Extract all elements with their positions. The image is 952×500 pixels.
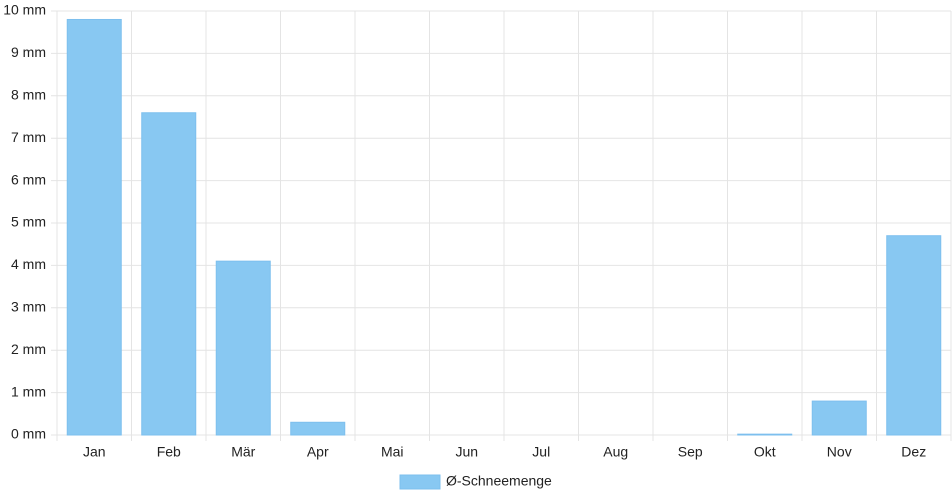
x-tick-label: Mai <box>381 444 404 460</box>
x-tick-label: Okt <box>754 444 776 460</box>
x-tick-label: Feb <box>157 444 181 460</box>
x-tick-label: Aug <box>603 444 628 460</box>
y-tick-label: 3 mm <box>11 299 46 315</box>
y-tick-label: 1 mm <box>11 383 46 399</box>
x-tick-label: Jun <box>455 444 478 460</box>
x-tick-label: Mär <box>231 444 255 460</box>
x-tick-label: Jul <box>532 444 550 460</box>
bar <box>66 18 122 436</box>
bar <box>811 400 867 436</box>
x-tick-label: Sep <box>678 444 703 460</box>
x-tick-label: Apr <box>307 444 329 460</box>
y-tick-label: 2 mm <box>11 341 46 357</box>
y-tick-label: 6 mm <box>11 171 46 187</box>
bar <box>886 235 942 436</box>
bar <box>290 421 346 436</box>
y-tick-label: 0 mm <box>11 426 46 442</box>
y-tick-label: 8 mm <box>11 87 46 103</box>
x-tick-label: Jan <box>83 444 106 460</box>
legend-label[interactable]: Ø-Schneemenge <box>446 473 552 489</box>
y-tick-label: 10 mm <box>3 2 46 18</box>
bar <box>215 260 271 436</box>
x-tick-label: Nov <box>827 444 852 460</box>
y-tick-label: 5 mm <box>11 214 46 230</box>
y-tick-label: 4 mm <box>11 256 46 272</box>
y-tick-label: 9 mm <box>11 44 46 60</box>
bar <box>737 433 793 436</box>
legend-swatch[interactable] <box>399 474 441 490</box>
y-tick-label: 7 mm <box>11 129 46 145</box>
bar <box>141 112 197 436</box>
x-tick-label: Dez <box>901 444 926 460</box>
